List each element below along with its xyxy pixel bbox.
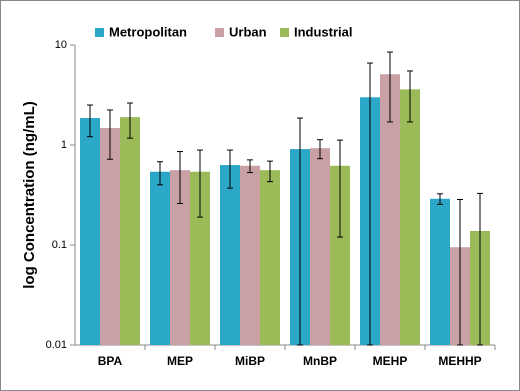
x-tick-label: BPA: [98, 354, 123, 368]
x-tick-label: MnBP: [303, 354, 337, 368]
bar: [380, 74, 400, 345]
error-bar: [437, 193, 443, 205]
error-bar: [267, 160, 273, 183]
legend-swatch: [95, 28, 104, 37]
y-tick-label: 10: [55, 39, 67, 51]
legend-swatch: [280, 28, 289, 37]
error-bar: [227, 149, 233, 189]
bar: [400, 89, 420, 345]
error-bar: [197, 149, 203, 218]
error-bar: [477, 192, 483, 346]
legend-label: Metropolitan: [109, 24, 187, 39]
error-bar: [177, 151, 183, 205]
x-tick-label: MEP: [167, 354, 193, 368]
error-bar: [157, 161, 163, 186]
error-bar: [317, 139, 323, 160]
error-bar: [87, 104, 93, 138]
error-bar: [407, 70, 413, 123]
error-bar: [367, 62, 373, 346]
bar: [190, 171, 210, 345]
bar: [220, 165, 240, 345]
error-bar: [457, 199, 463, 346]
legend-swatch: [215, 28, 224, 37]
bar: [260, 170, 280, 345]
error-bar: [297, 117, 303, 346]
error-bar: [247, 159, 253, 174]
bar: [310, 148, 330, 345]
bar: [330, 165, 350, 345]
bar: [120, 117, 140, 346]
bar: [80, 118, 100, 345]
bar: [100, 127, 120, 345]
y-tick-label: 0.01: [46, 339, 67, 351]
x-tick-label: MEHHP: [438, 354, 481, 368]
x-tick-label: MiBP: [235, 354, 265, 368]
bar: [430, 198, 450, 345]
bar: [240, 165, 260, 345]
error-bar: [337, 139, 343, 238]
x-tick-label: MEHP: [373, 354, 408, 368]
bar: [150, 171, 170, 345]
y-tick-label: 1: [61, 139, 67, 151]
y-tick-label: 0.1: [52, 239, 67, 251]
error-bar: [127, 102, 133, 139]
error-bar: [387, 51, 393, 123]
y-axis-label: log Concentration (ng/mL): [21, 101, 38, 288]
bar: [170, 170, 190, 345]
error-bar: [107, 109, 113, 160]
legend-label: Industrial: [294, 24, 353, 39]
legend-label: Urban: [229, 24, 267, 39]
